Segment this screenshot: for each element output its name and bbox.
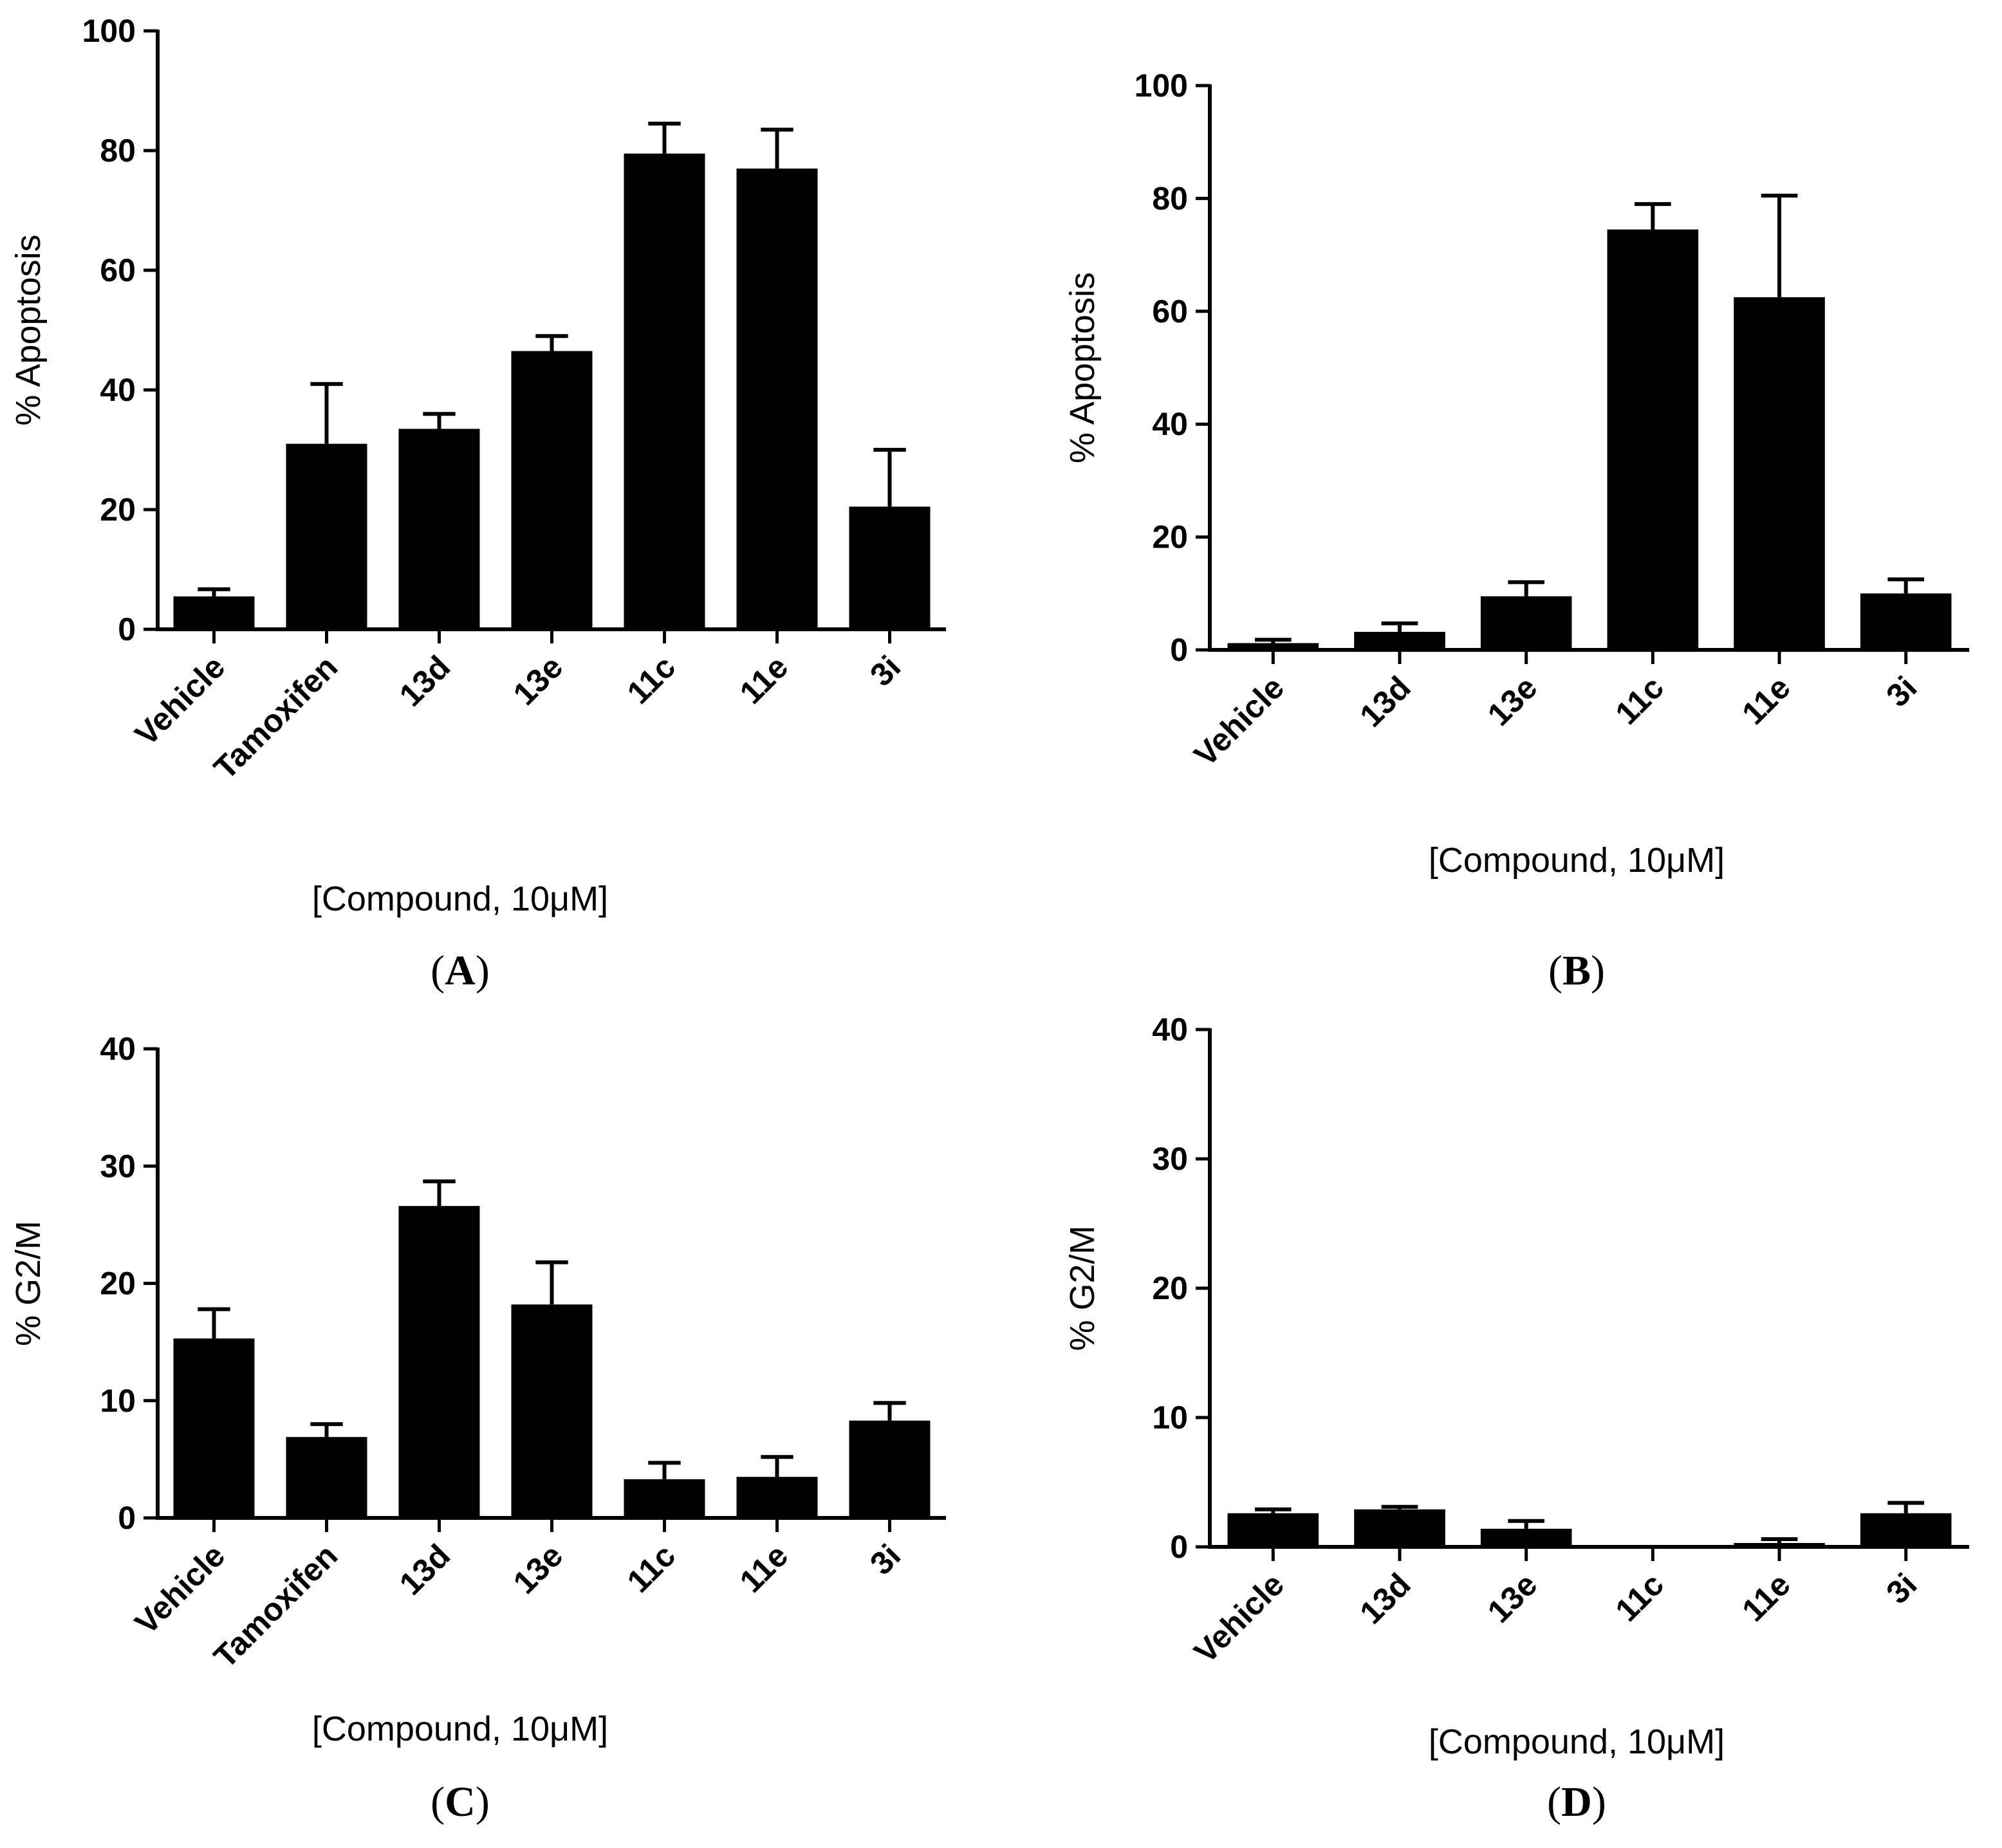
y-tick-label: 0 [1170, 1529, 1188, 1565]
x-category-label: 3i [863, 1537, 907, 1582]
bar-tamoxifen [286, 443, 367, 629]
y-tick-label: 0 [118, 1500, 136, 1536]
x-category-label: 13e [1481, 669, 1544, 733]
y-tick-label: 40 [1152, 406, 1188, 442]
y-tick-label: 60 [100, 252, 136, 288]
bar-13e [1480, 596, 1572, 650]
x-category-label: 11c [1608, 669, 1671, 732]
x-category-label: Vehicle [1187, 1566, 1291, 1670]
bar-3i [849, 1420, 931, 1518]
x-category-label: 11c [1608, 1566, 1671, 1629]
y-tick-label: 0 [118, 611, 136, 647]
bar-3i [1860, 1513, 1952, 1547]
y-tick-label: 20 [1152, 519, 1188, 555]
panel-label: (B) [1548, 947, 1605, 994]
y-tick-label: 100 [1135, 68, 1188, 104]
x-category-label: Vehicle [128, 1537, 232, 1641]
x-axis-title: [Compound, 10μM] [312, 1710, 608, 1748]
y-tick-label: 20 [1152, 1270, 1188, 1306]
y-tick-label: 30 [100, 1148, 136, 1184]
y-axis-title: % G2/M [1063, 1225, 1102, 1351]
x-category-label: 11c [620, 649, 683, 711]
x-category-label: Vehicle [128, 649, 232, 752]
y-tick-label: 10 [100, 1383, 136, 1419]
bar-vehicle [173, 596, 255, 629]
chart-panel-b: 0 20 40 60 80 100 Vehicle 13d 13e 11c 11e 3i % Apopt… [1063, 68, 1969, 994]
y-tick-label: 60 [1152, 293, 1188, 329]
x-category-label: 13e [506, 1537, 570, 1601]
y-axis-title: % G2/M [9, 1221, 48, 1346]
bar-13d [1354, 631, 1445, 650]
bar-11e [736, 1477, 818, 1518]
y-tick-label: 40 [1152, 1012, 1188, 1048]
x-category-label: 13e [506, 649, 570, 712]
y-tick-label: 80 [1152, 180, 1188, 216]
x-category-label: 3i [1879, 1566, 1923, 1611]
panel-label: (A) [431, 947, 490, 994]
x-category-label: 11e [733, 1537, 795, 1600]
x-axis-title: [Compound, 10μM] [1429, 1723, 1725, 1761]
bar-11c [1607, 229, 1699, 650]
y-tick-label: 30 [1152, 1141, 1188, 1177]
panel-label: (D) [1547, 1779, 1606, 1825]
y-tick-label: 40 [100, 1031, 136, 1067]
x-category-label: 11e [733, 649, 795, 711]
x-category-label: 13d [1353, 669, 1418, 734]
y-tick-label: 80 [100, 133, 136, 169]
bar-13e [511, 351, 593, 629]
bar-11c [624, 153, 705, 629]
x-category-label: 3i [1879, 669, 1923, 714]
bar-13d [398, 1206, 480, 1518]
y-tick-label: 40 [100, 372, 136, 408]
y-tick-label: 100 [82, 13, 136, 49]
y-tick-label: 20 [100, 1266, 136, 1302]
bar-11e [1734, 297, 1825, 650]
x-category-label: 11e [1735, 669, 1797, 732]
y-axis-title: % Apoptosis [1063, 272, 1102, 463]
x-category-label: Tamoxifen [207, 1537, 344, 1675]
bar-vehicle [1227, 643, 1319, 650]
x-category-label: 11c [620, 1537, 683, 1600]
bar-11c [624, 1479, 705, 1518]
x-category-label: 13d [393, 649, 458, 714]
bar-13d [398, 429, 480, 629]
y-tick-label: 20 [100, 492, 136, 528]
bar-3i [1860, 593, 1952, 650]
y-axis-title: % Apoptosis [9, 234, 48, 425]
y-tick-label: 10 [1152, 1400, 1188, 1436]
x-category-label: Tamoxifen [207, 649, 344, 786]
bar-13e [1480, 1528, 1572, 1547]
x-category-label: 13e [1481, 1566, 1544, 1630]
bar-vehicle [1227, 1513, 1319, 1547]
bar-11c [1607, 1545, 1699, 1547]
x-category-label: 3i [863, 649, 907, 693]
bar-vehicle [173, 1338, 255, 1518]
bar-tamoxifen [286, 1437, 367, 1518]
x-axis-title: [Compound, 10μM] [312, 880, 608, 918]
bar-11e [736, 168, 818, 629]
panel-label: (C) [431, 1779, 490, 1825]
x-category-label: 13d [393, 1537, 458, 1602]
x-axis-title: [Compound, 10μM] [1429, 841, 1725, 880]
bar-13d [1354, 1509, 1445, 1547]
bar-3i [849, 506, 931, 629]
bar-13e [511, 1304, 593, 1518]
x-category-label: Vehicle [1187, 669, 1291, 773]
y-tick-label: 0 [1170, 632, 1188, 668]
bar-11e [1734, 1542, 1825, 1547]
chart-panel-d: 0 10 20 30 40 Vehicle 13d 13e 11c 11e 3i % G2/M [Com… [1063, 1012, 1969, 1825]
x-category-label: 11e [1735, 1566, 1797, 1629]
x-category-label: 13d [1353, 1566, 1418, 1631]
